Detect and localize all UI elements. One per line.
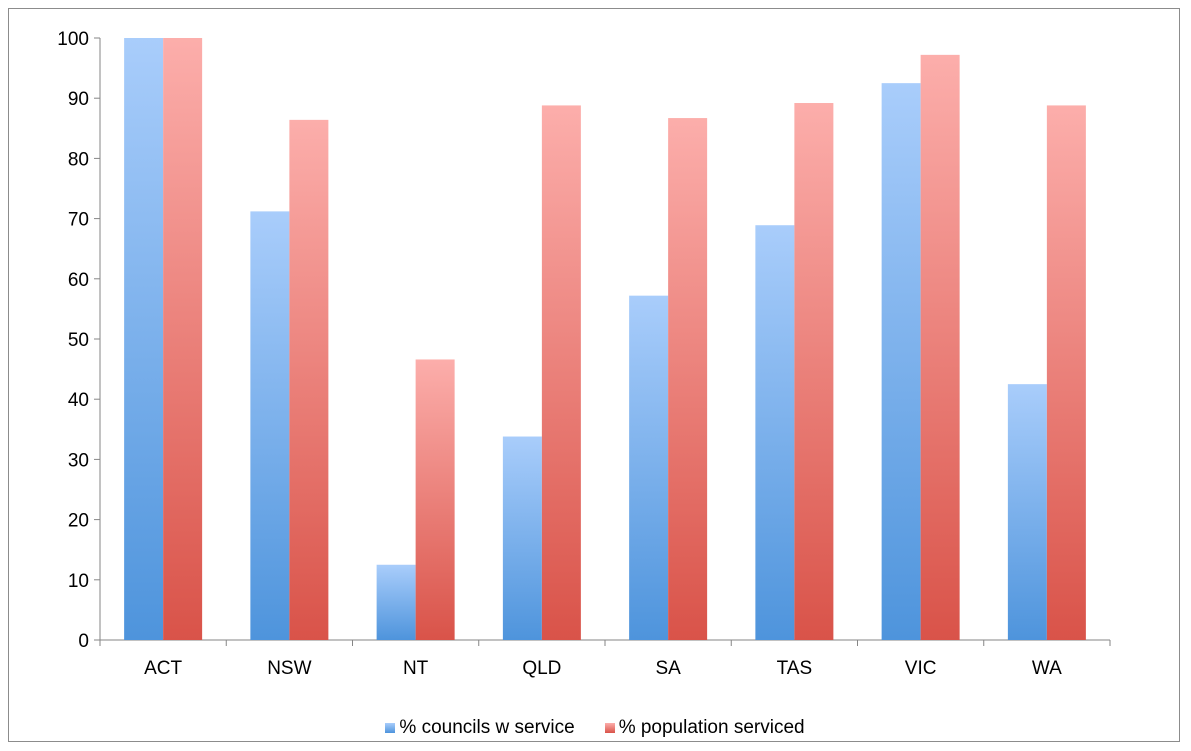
legend-label-population: % population serviced [618, 717, 805, 738]
bar-councils-sa [629, 295, 669, 640]
bar-population-tas [794, 103, 834, 641]
bar-chart: 0 10 20 30 40 50 60 70 80 90 100 ACT NSW NT QLD SA TAS V… [57, 29, 1111, 679]
bar-population-nt [415, 359, 455, 640]
x-tick-label: VIC [905, 658, 937, 679]
y-tick-label: 20 [68, 511, 89, 532]
y-tick-label: 80 [68, 149, 89, 170]
bar-councils-vic [881, 83, 921, 640]
x-tick-label: NT [403, 658, 429, 679]
y-tick-label: 0 [78, 631, 89, 652]
legend-swatch-councils [385, 723, 396, 733]
y-tick-label: 40 [68, 390, 89, 411]
bars [124, 38, 1086, 641]
y-tick-label: 60 [68, 270, 89, 291]
bar-population-act [163, 38, 203, 640]
x-tick-label: ACT [144, 658, 182, 679]
bar-councils-nsw [250, 211, 290, 640]
legend-item-councils: % councils w service [385, 717, 575, 739]
y-tick-label: 50 [68, 330, 89, 351]
legend-swatch-population [604, 723, 615, 733]
x-tick-label: QLD [522, 658, 561, 679]
legend: % councils w service % population servic… [9, 717, 1181, 739]
y-tick-label: 90 [68, 89, 89, 110]
bar-councils-act [124, 38, 164, 640]
y-axis: 0 10 20 30 40 50 60 70 80 90 100 [57, 29, 101, 652]
bar-population-qld [541, 105, 581, 640]
bar-councils-tas [755, 225, 795, 641]
chart-frame: 0 10 20 30 40 50 60 70 80 90 100 ACT NSW NT QLD SA TAS V… [8, 8, 1180, 742]
bar-councils-wa [1007, 384, 1047, 640]
x-tick-label: NSW [267, 658, 311, 679]
bar-councils-nt [376, 564, 416, 640]
bar-councils-qld [502, 436, 542, 640]
y-tick-label: 30 [68, 450, 89, 471]
y-tick-label: 70 [68, 210, 89, 231]
bar-population-vic [920, 54, 960, 640]
x-tick-label: WA [1032, 658, 1062, 679]
legend-label-councils: % councils w service [399, 717, 575, 738]
y-tick-label: 10 [68, 571, 89, 592]
bar-population-wa [1046, 105, 1086, 640]
x-axis: ACT NSW NT QLD SA TAS VIC WA [99, 639, 1111, 679]
bar-population-sa [668, 118, 708, 641]
y-tick-label: 100 [57, 29, 89, 50]
bar-population-nsw [289, 119, 329, 640]
x-tick-label: TAS [777, 658, 813, 679]
legend-item-population: % population serviced [604, 717, 805, 739]
x-tick-label: SA [655, 658, 681, 679]
